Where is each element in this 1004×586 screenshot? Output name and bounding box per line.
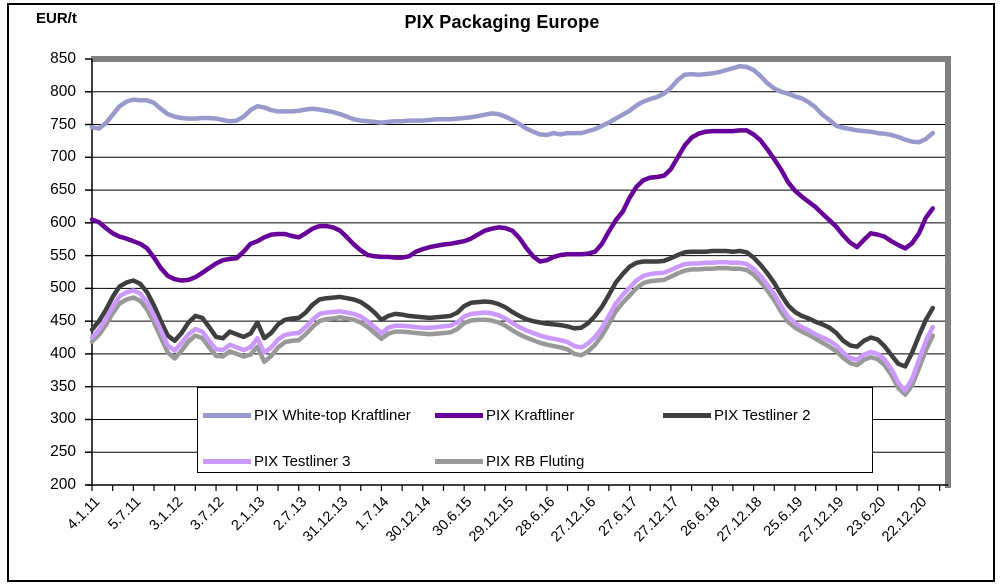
series-line-pix-rb-fluting	[89, 265, 936, 397]
y-tick-label: 600	[50, 213, 76, 231]
legend-label-testliner-2: PIX Testliner 2	[714, 406, 811, 424]
y-tick-label: 700	[50, 148, 76, 166]
y-tick-label: 750	[50, 115, 76, 133]
y-tick-label: 300	[50, 410, 76, 428]
legend-item-rb-fluting: PIX RB Fluting	[435, 452, 584, 470]
legend-item-testliner-2: PIX Testliner 2	[663, 406, 810, 424]
y-tick-label: 400	[50, 344, 76, 362]
legend-label-rb-fluting: PIX RB Fluting	[486, 452, 585, 470]
series-line-pix-testliner-3	[89, 259, 936, 393]
series-line-pix-kraftliner	[89, 128, 936, 283]
y-tick-label: 350	[50, 377, 76, 395]
y-tick-label: 200	[50, 476, 76, 493]
series-line-pix-testliner-2	[89, 248, 936, 369]
legend-item-kraftliner: PIX Kraftliner	[435, 406, 574, 424]
figure-border	[7, 3, 995, 582]
legend-swatch-white-top-kraftliner	[203, 412, 251, 418]
y-tick-label: 800	[50, 82, 76, 100]
y-tick-label: 250	[50, 443, 76, 461]
legend-label-white-top-kraftliner: PIX White-top Kraftliner	[254, 406, 411, 424]
legend-label-kraftliner: PIX Kraftliner	[486, 406, 575, 424]
legend-item-testliner-3: PIX Testliner 3	[203, 452, 350, 470]
y-tick-label: 450	[50, 312, 76, 330]
y-tick-label: 550	[50, 246, 76, 264]
legend-swatch-rb-fluting	[435, 458, 483, 464]
series-line-pix-white-top-kraftliner	[89, 63, 936, 145]
y-tick-label: 500	[50, 279, 76, 297]
legend: PIX White-top Kraftliner PIX Kraftliner …	[197, 387, 873, 473]
legend-swatch-testliner-2	[663, 412, 711, 418]
legend-swatch-kraftliner	[435, 412, 483, 418]
legend-swatch-testliner-3	[203, 458, 251, 464]
legend-label-testliner-3: PIX Testliner 3	[254, 452, 351, 470]
y-axis-unit-label: EUR/t	[36, 10, 77, 27]
y-tick-label: 650	[50, 181, 76, 199]
chart-title: PIX Packaging Europe	[404, 12, 600, 32]
legend-item-white-top-kraftliner: PIX White-top Kraftliner	[203, 406, 411, 424]
y-tick-label: 850	[50, 50, 76, 67]
